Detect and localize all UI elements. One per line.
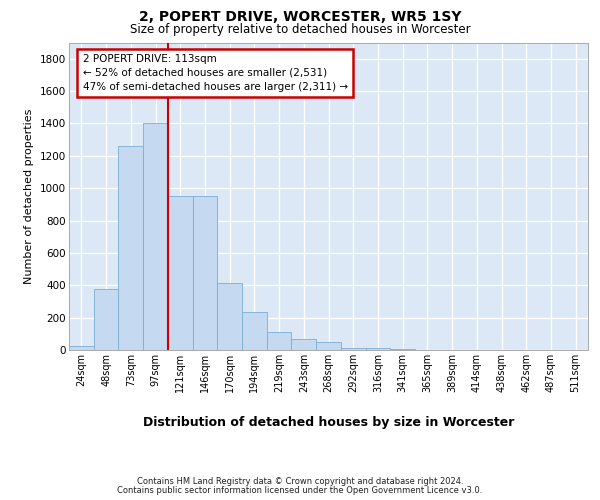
Bar xyxy=(390,349,415,350)
Text: 2, POPERT DRIVE, WORCESTER, WR5 1SY: 2, POPERT DRIVE, WORCESTER, WR5 1SY xyxy=(139,10,461,24)
Bar xyxy=(267,332,292,350)
Bar xyxy=(168,196,193,350)
Text: Contains public sector information licensed under the Open Government Licence v3: Contains public sector information licen… xyxy=(118,486,482,495)
Text: 2 POPERT DRIVE: 113sqm
← 52% of detached houses are smaller (2,531)
47% of semi-: 2 POPERT DRIVE: 113sqm ← 52% of detached… xyxy=(83,54,348,92)
Y-axis label: Number of detached properties: Number of detached properties xyxy=(25,108,34,284)
Bar xyxy=(365,348,390,350)
Bar xyxy=(143,124,168,350)
Bar xyxy=(242,312,267,350)
Bar xyxy=(94,288,118,350)
Text: Size of property relative to detached houses in Worcester: Size of property relative to detached ho… xyxy=(130,22,470,36)
Bar xyxy=(69,346,94,350)
Bar xyxy=(193,196,217,350)
Bar xyxy=(118,146,143,350)
Bar xyxy=(292,340,316,350)
Bar xyxy=(341,348,365,350)
Bar xyxy=(316,342,341,350)
Text: Contains HM Land Registry data © Crown copyright and database right 2024.: Contains HM Land Registry data © Crown c… xyxy=(137,477,463,486)
Bar xyxy=(217,283,242,350)
Text: Distribution of detached houses by size in Worcester: Distribution of detached houses by size … xyxy=(143,416,514,429)
